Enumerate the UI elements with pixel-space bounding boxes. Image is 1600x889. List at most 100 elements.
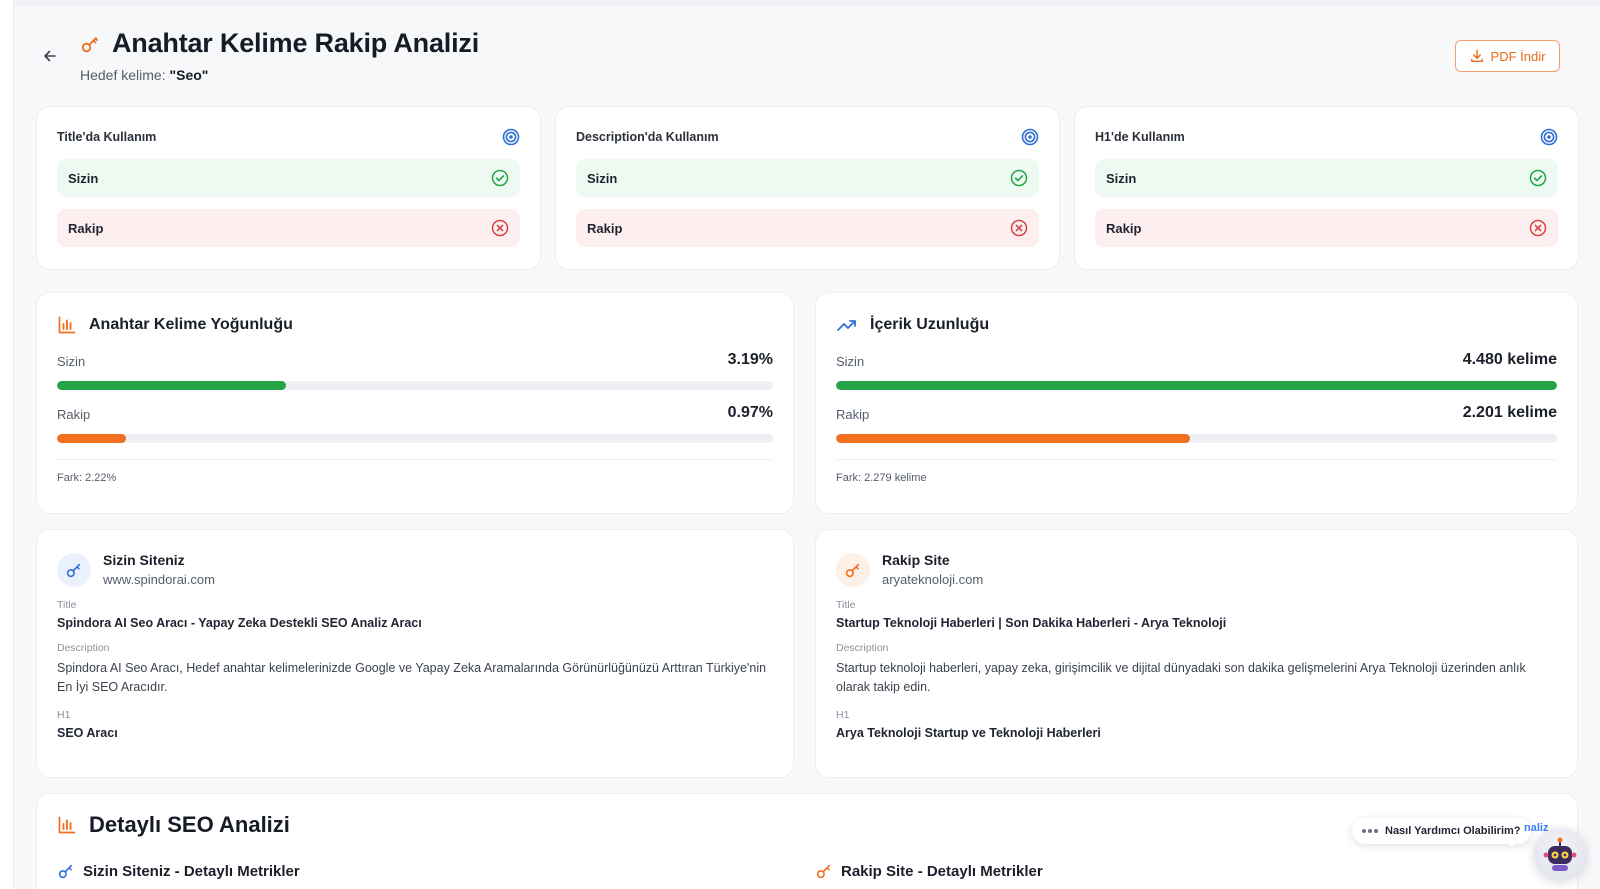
- chat-prompt-text: Nasıl Yardımcı Olabilirim?: [1385, 825, 1521, 837]
- length-rival-bar: [836, 434, 1557, 443]
- density-you-label: Sizin: [57, 354, 86, 369]
- your-detailed-metrics-label: Sizin Siteniz - Detaylı Metrikler: [83, 862, 300, 880]
- detailed-seo-card: Detaylı SEO Analizi Sizin Siteniz - Deta…: [36, 793, 1578, 889]
- length-you-label: Sizin: [836, 354, 865, 369]
- x-circle-icon: [1010, 219, 1028, 237]
- target-keyword-label: Hedef kelime:: [80, 67, 166, 83]
- usage-rival-row: Rakip: [1095, 209, 1558, 247]
- usage-rival-label: Rakip: [1106, 220, 1142, 236]
- rival-h1-label: H1: [836, 709, 850, 721]
- length-you-value: 4.480 kelime: [1462, 351, 1557, 368]
- key-icon: [845, 563, 860, 577]
- length-rival-label: Rakip: [836, 407, 870, 422]
- usage-rival-row: Rakip: [57, 209, 520, 247]
- rival-detailed-metrics-heading: Rakip Site - Detaylı Metrikler: [815, 862, 1043, 880]
- density-you-value: 3.19%: [727, 351, 773, 368]
- typing-dots-icon: [1362, 829, 1378, 833]
- target-keyword: Hedef kelime: "Seo": [80, 67, 479, 83]
- your-title-value: Spindora AI Seo Aracı - Yapay Zeka Deste…: [57, 616, 422, 630]
- usage-rival-row: Rakip: [576, 209, 1039, 247]
- check-circle-icon: [1529, 169, 1547, 187]
- arrow-left-icon: [44, 50, 56, 62]
- usage-you-row: Sizin: [1095, 159, 1558, 197]
- check-circle-icon: [1010, 169, 1028, 187]
- x-circle-icon: [1529, 219, 1547, 237]
- pdf-download-label: PDF İndir: [1490, 48, 1546, 64]
- pdf-download-button[interactable]: PDF İndir: [1455, 40, 1560, 72]
- your-h1-label: H1: [57, 709, 71, 721]
- your-site-url: www.spindorai.com: [103, 572, 215, 587]
- check-circle-icon: [491, 169, 509, 187]
- your-site-name: Sizin Siteniz: [103, 552, 185, 568]
- chat-assistant-button[interactable]: [1534, 828, 1586, 880]
- length-you-bar-fill: [836, 381, 1557, 390]
- target-icon: [1021, 128, 1039, 146]
- your-description-value: Spindora AI Seo Aracı, Hedef anahtar kel…: [57, 661, 767, 694]
- rival-description-label: Description: [836, 642, 889, 654]
- key-icon: [66, 563, 81, 577]
- detailed-seo-title: Detaylı SEO Analizi: [89, 812, 290, 837]
- hidden-analysis-text: naliz: [1524, 822, 1549, 834]
- rival-site-name: Rakip Site: [882, 552, 950, 568]
- rival-site-avatar: [836, 552, 870, 587]
- usage-you-label: Sizin: [68, 170, 99, 186]
- header: Anahtar Kelime Rakip Analizi Hedef kelim…: [80, 28, 479, 83]
- your-h1-value: SEO Aracı: [57, 726, 118, 740]
- rival-site-url: aryateknoloji.com: [882, 572, 984, 587]
- usage-you-row: Sizin: [576, 159, 1039, 197]
- x-circle-icon: [491, 219, 509, 237]
- usage-rival-label: Rakip: [68, 220, 104, 236]
- rival-h1-value: Arya Teknoloji Startup ve Teknoloji Habe…: [836, 726, 1101, 740]
- rival-title-value: Startup Teknoloji Haberleri | Son Dakika…: [836, 616, 1227, 630]
- keyword-density-card: Anahtar Kelime Yoğunluğu Sizin 3.19% Rak…: [36, 292, 794, 514]
- key-icon: [58, 864, 73, 879]
- target-keyword-value: "Seo": [169, 67, 209, 83]
- rival-title-label: Title: [836, 599, 856, 611]
- length-rival-value: 2.201 kelime: [1462, 404, 1557, 421]
- density-difference: Fark: 2.22%: [57, 459, 773, 484]
- rival-site-card: Rakip Site aryateknoloji.com Title Start…: [815, 529, 1578, 778]
- content-length-card: İçerik Uzunluğu Sizin 4.480 kelime Rakip…: [815, 292, 1578, 514]
- rival-description-value: Startup teknoloji haberleri, yapay zeka,…: [836, 661, 1526, 694]
- chat-prompt-bubble[interactable]: Nasıl Yardımcı Olabilirim?: [1352, 818, 1531, 844]
- length-difference: Fark: 2.279 kelime: [836, 459, 1557, 484]
- usage-card-h1-heading: H1'de Kullanım: [1095, 130, 1185, 144]
- chat-bubble-tail: [1506, 840, 1518, 847]
- density-rival-label: Rakip: [57, 407, 91, 422]
- your-title-label: Title: [57, 599, 77, 611]
- usage-rival-label: Rakip: [587, 220, 623, 236]
- robot-icon: [1543, 837, 1577, 871]
- usage-card-h1: H1'de Kullanım Sizin Rakip: [1074, 106, 1579, 270]
- usage-card-description-heading: Description'da Kullanım: [576, 130, 719, 144]
- density-rival-value: 0.97%: [727, 404, 773, 421]
- page-title: Anahtar Kelime Rakip Analizi: [112, 28, 479, 58]
- trending-up-icon: [837, 320, 856, 331]
- left-rail: [0, 0, 14, 889]
- key-icon: [816, 864, 831, 879]
- length-rival-bar-fill: [836, 434, 1190, 443]
- usage-card-description: Description'da Kullanım Sizin Rakip: [555, 106, 1060, 270]
- bar-chart-icon: [58, 316, 76, 334]
- your-description-label: Description: [57, 642, 110, 654]
- keyword-density-title: Anahtar Kelime Yoğunluğu: [89, 316, 293, 333]
- density-rival-bar: [57, 434, 773, 443]
- usage-you-label: Sizin: [1106, 170, 1137, 186]
- back-button[interactable]: [36, 42, 64, 70]
- usage-card-title: Title'da Kullanım Sizin Rakip: [36, 106, 541, 270]
- density-you-bar-fill: [57, 381, 287, 390]
- usage-you-label: Sizin: [587, 170, 618, 186]
- usage-you-row: Sizin: [57, 159, 520, 197]
- download-icon: [1470, 49, 1483, 62]
- rival-detailed-metrics-label: Rakip Site - Detaylı Metrikler: [841, 862, 1043, 880]
- bar-chart-icon: [58, 816, 76, 834]
- key-icon: [81, 36, 98, 52]
- target-icon: [1540, 128, 1558, 146]
- your-site-card: Sizin Siteniz www.spindorai.com Title Sp…: [36, 529, 794, 778]
- density-you-bar: [57, 381, 773, 390]
- page: Anahtar Kelime Rakip Analizi Hedef kelim…: [14, 0, 1600, 889]
- length-you-bar: [836, 381, 1557, 390]
- target-icon: [502, 128, 520, 146]
- your-site-avatar: [57, 552, 91, 587]
- your-detailed-metrics-heading: Sizin Siteniz - Detaylı Metrikler: [57, 862, 300, 880]
- content-length-title: İçerik Uzunluğu: [870, 316, 990, 333]
